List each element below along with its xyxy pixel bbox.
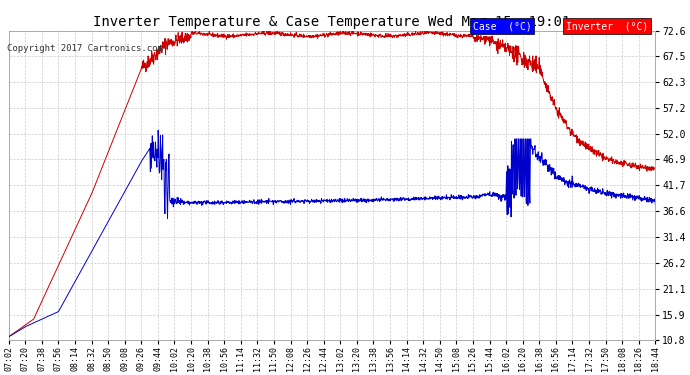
Title: Inverter Temperature & Case Temperature Wed Mar 15  19:01: Inverter Temperature & Case Temperature … [93,15,571,29]
Text: Copyright 2017 Cartronics.com: Copyright 2017 Cartronics.com [7,44,163,52]
Text: Inverter  (°C): Inverter (°C) [566,21,648,31]
Text: Case  (°C): Case (°C) [473,21,531,31]
